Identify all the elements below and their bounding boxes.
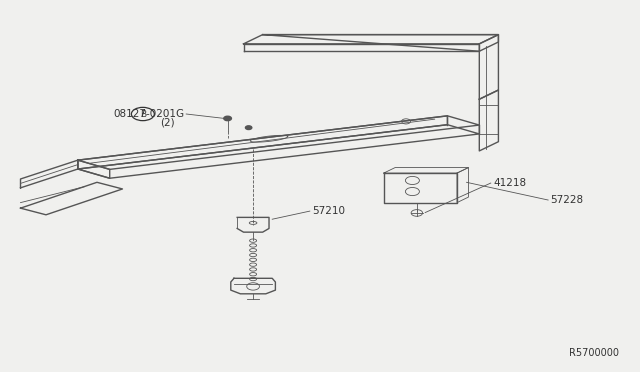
Text: (2): (2) bbox=[160, 118, 175, 128]
Text: 08127-0201G: 08127-0201G bbox=[113, 109, 184, 119]
Circle shape bbox=[224, 116, 232, 121]
Text: 57228: 57228 bbox=[550, 195, 584, 205]
Text: B: B bbox=[140, 109, 146, 119]
Circle shape bbox=[246, 126, 252, 129]
Text: 41218: 41218 bbox=[493, 178, 527, 188]
Text: 57210: 57210 bbox=[312, 206, 345, 216]
Text: R5700000: R5700000 bbox=[570, 348, 620, 358]
